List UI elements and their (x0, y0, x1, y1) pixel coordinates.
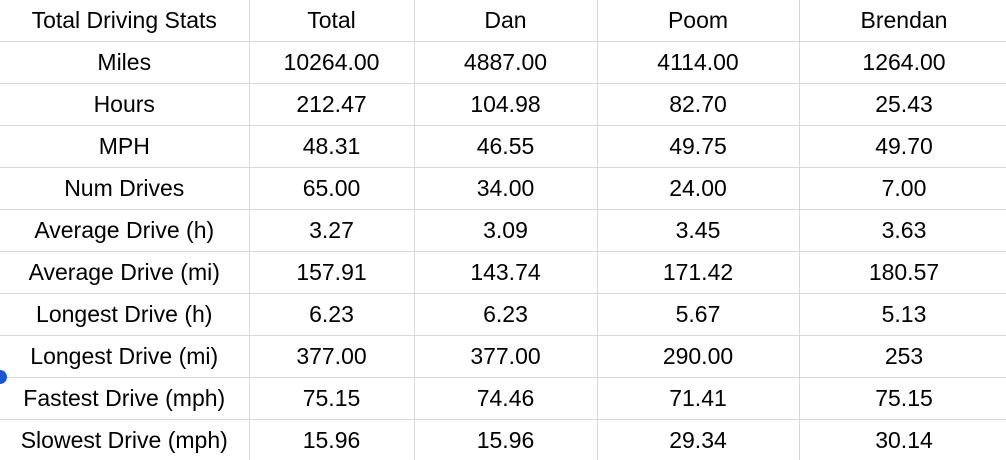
data-cell[interactable]: 75.15 (798, 377, 1006, 420)
column-header-cell[interactable]: Brendan (798, 0, 1006, 42)
table-title-cell[interactable]: Total Driving Stats (0, 0, 250, 42)
data-cell[interactable]: 1264.00 (798, 41, 1006, 84)
data-cell[interactable]: 3.09 (413, 209, 598, 252)
table-row: Slowest Drive (mph) 15.96 15.96 29.34 30.14 (0, 419, 1006, 460)
data-cell[interactable]: 15.96 (413, 419, 598, 460)
data-cell[interactable]: 157.91 (248, 251, 415, 294)
data-cell[interactable]: 180.57 (798, 251, 1006, 294)
data-cell[interactable]: 253 (798, 335, 1006, 378)
table-row: Longest Drive (h) 6.23 6.23 5.67 5.13 (0, 293, 1006, 336)
data-cell[interactable]: 24.00 (596, 167, 800, 210)
row-label-cell[interactable]: Average Drive (mi) (0, 251, 250, 294)
table-row: Fastest Drive (mph) 75.15 74.46 71.41 75.15 (0, 377, 1006, 420)
data-cell[interactable]: 7.00 (798, 167, 1006, 210)
row-label-cell[interactable]: Hours (0, 83, 250, 126)
data-cell[interactable]: 82.70 (596, 83, 800, 126)
data-cell[interactable]: 65.00 (248, 167, 415, 210)
table-row: Hours 212.47 104.98 82.70 25.43 (0, 83, 1006, 126)
row-label-cell[interactable]: Fastest Drive (mph) (0, 377, 250, 420)
data-cell[interactable]: 171.42 (596, 251, 800, 294)
data-cell[interactable]: 3.63 (798, 209, 1006, 252)
table-row: Average Drive (mi) 157.91 143.74 171.42 180.… (0, 251, 1006, 294)
data-cell[interactable]: 104.98 (413, 83, 598, 126)
row-label-cell[interactable]: Longest Drive (mi) (0, 335, 250, 378)
selection-handle[interactable] (0, 370, 7, 384)
table-row: Longest Drive (mi) 377.00 377.00 290.00 253 (0, 335, 1006, 378)
data-cell[interactable]: 3.27 (248, 209, 415, 252)
data-cell[interactable]: 30.14 (798, 419, 1006, 460)
data-cell[interactable]: 10264.00 (248, 41, 415, 84)
data-cell[interactable]: 3.45 (596, 209, 800, 252)
data-cell[interactable]: 49.75 (596, 125, 800, 168)
data-cell[interactable]: 4887.00 (413, 41, 598, 84)
row-label-cell[interactable]: MPH (0, 125, 250, 168)
data-cell[interactable]: 75.15 (248, 377, 415, 420)
data-cell[interactable]: 5.13 (798, 293, 1006, 336)
data-cell[interactable]: 34.00 (413, 167, 598, 210)
table-row: Num Drives 65.00 34.00 24.00 7.00 (0, 167, 1006, 210)
data-cell[interactable]: 29.34 (596, 419, 800, 460)
data-cell[interactable]: 48.31 (248, 125, 415, 168)
table-row: Average Drive (h) 3.27 3.09 3.45 3.63 (0, 209, 1006, 252)
data-cell[interactable]: 5.67 (596, 293, 800, 336)
row-label-cell[interactable]: Miles (0, 41, 250, 84)
data-cell[interactable]: 212.47 (248, 83, 415, 126)
column-header-cell[interactable]: Total (248, 0, 415, 42)
data-cell[interactable]: 6.23 (413, 293, 598, 336)
data-cell[interactable]: 46.55 (413, 125, 598, 168)
data-cell[interactable]: 49.70 (798, 125, 1006, 168)
row-label-cell[interactable]: Average Drive (h) (0, 209, 250, 252)
data-cell[interactable]: 6.23 (248, 293, 415, 336)
row-label-cell[interactable]: Longest Drive (h) (0, 293, 250, 336)
header-row: Total Driving Stats Total Dan Poom Brendan (0, 0, 1006, 42)
row-label-cell[interactable]: Num Drives (0, 167, 250, 210)
data-cell[interactable]: 290.00 (596, 335, 800, 378)
data-cell[interactable]: 377.00 (413, 335, 598, 378)
data-cell[interactable]: 143.74 (413, 251, 598, 294)
table-row: MPH 48.31 46.55 49.75 49.70 (0, 125, 1006, 168)
data-cell[interactable]: 4114.00 (596, 41, 800, 84)
column-header-cell[interactable]: Dan (413, 0, 598, 42)
data-cell[interactable]: 25.43 (798, 83, 1006, 126)
data-cell[interactable]: 74.46 (413, 377, 598, 420)
table-row: Miles 10264.00 4887.00 4114.00 1264.00 (0, 41, 1006, 84)
data-cell[interactable]: 377.00 (248, 335, 415, 378)
data-cell[interactable]: 15.96 (248, 419, 415, 460)
column-header-cell[interactable]: Poom (596, 0, 800, 42)
data-cell[interactable]: 71.41 (596, 377, 800, 420)
row-label-cell[interactable]: Slowest Drive (mph) (0, 419, 250, 460)
